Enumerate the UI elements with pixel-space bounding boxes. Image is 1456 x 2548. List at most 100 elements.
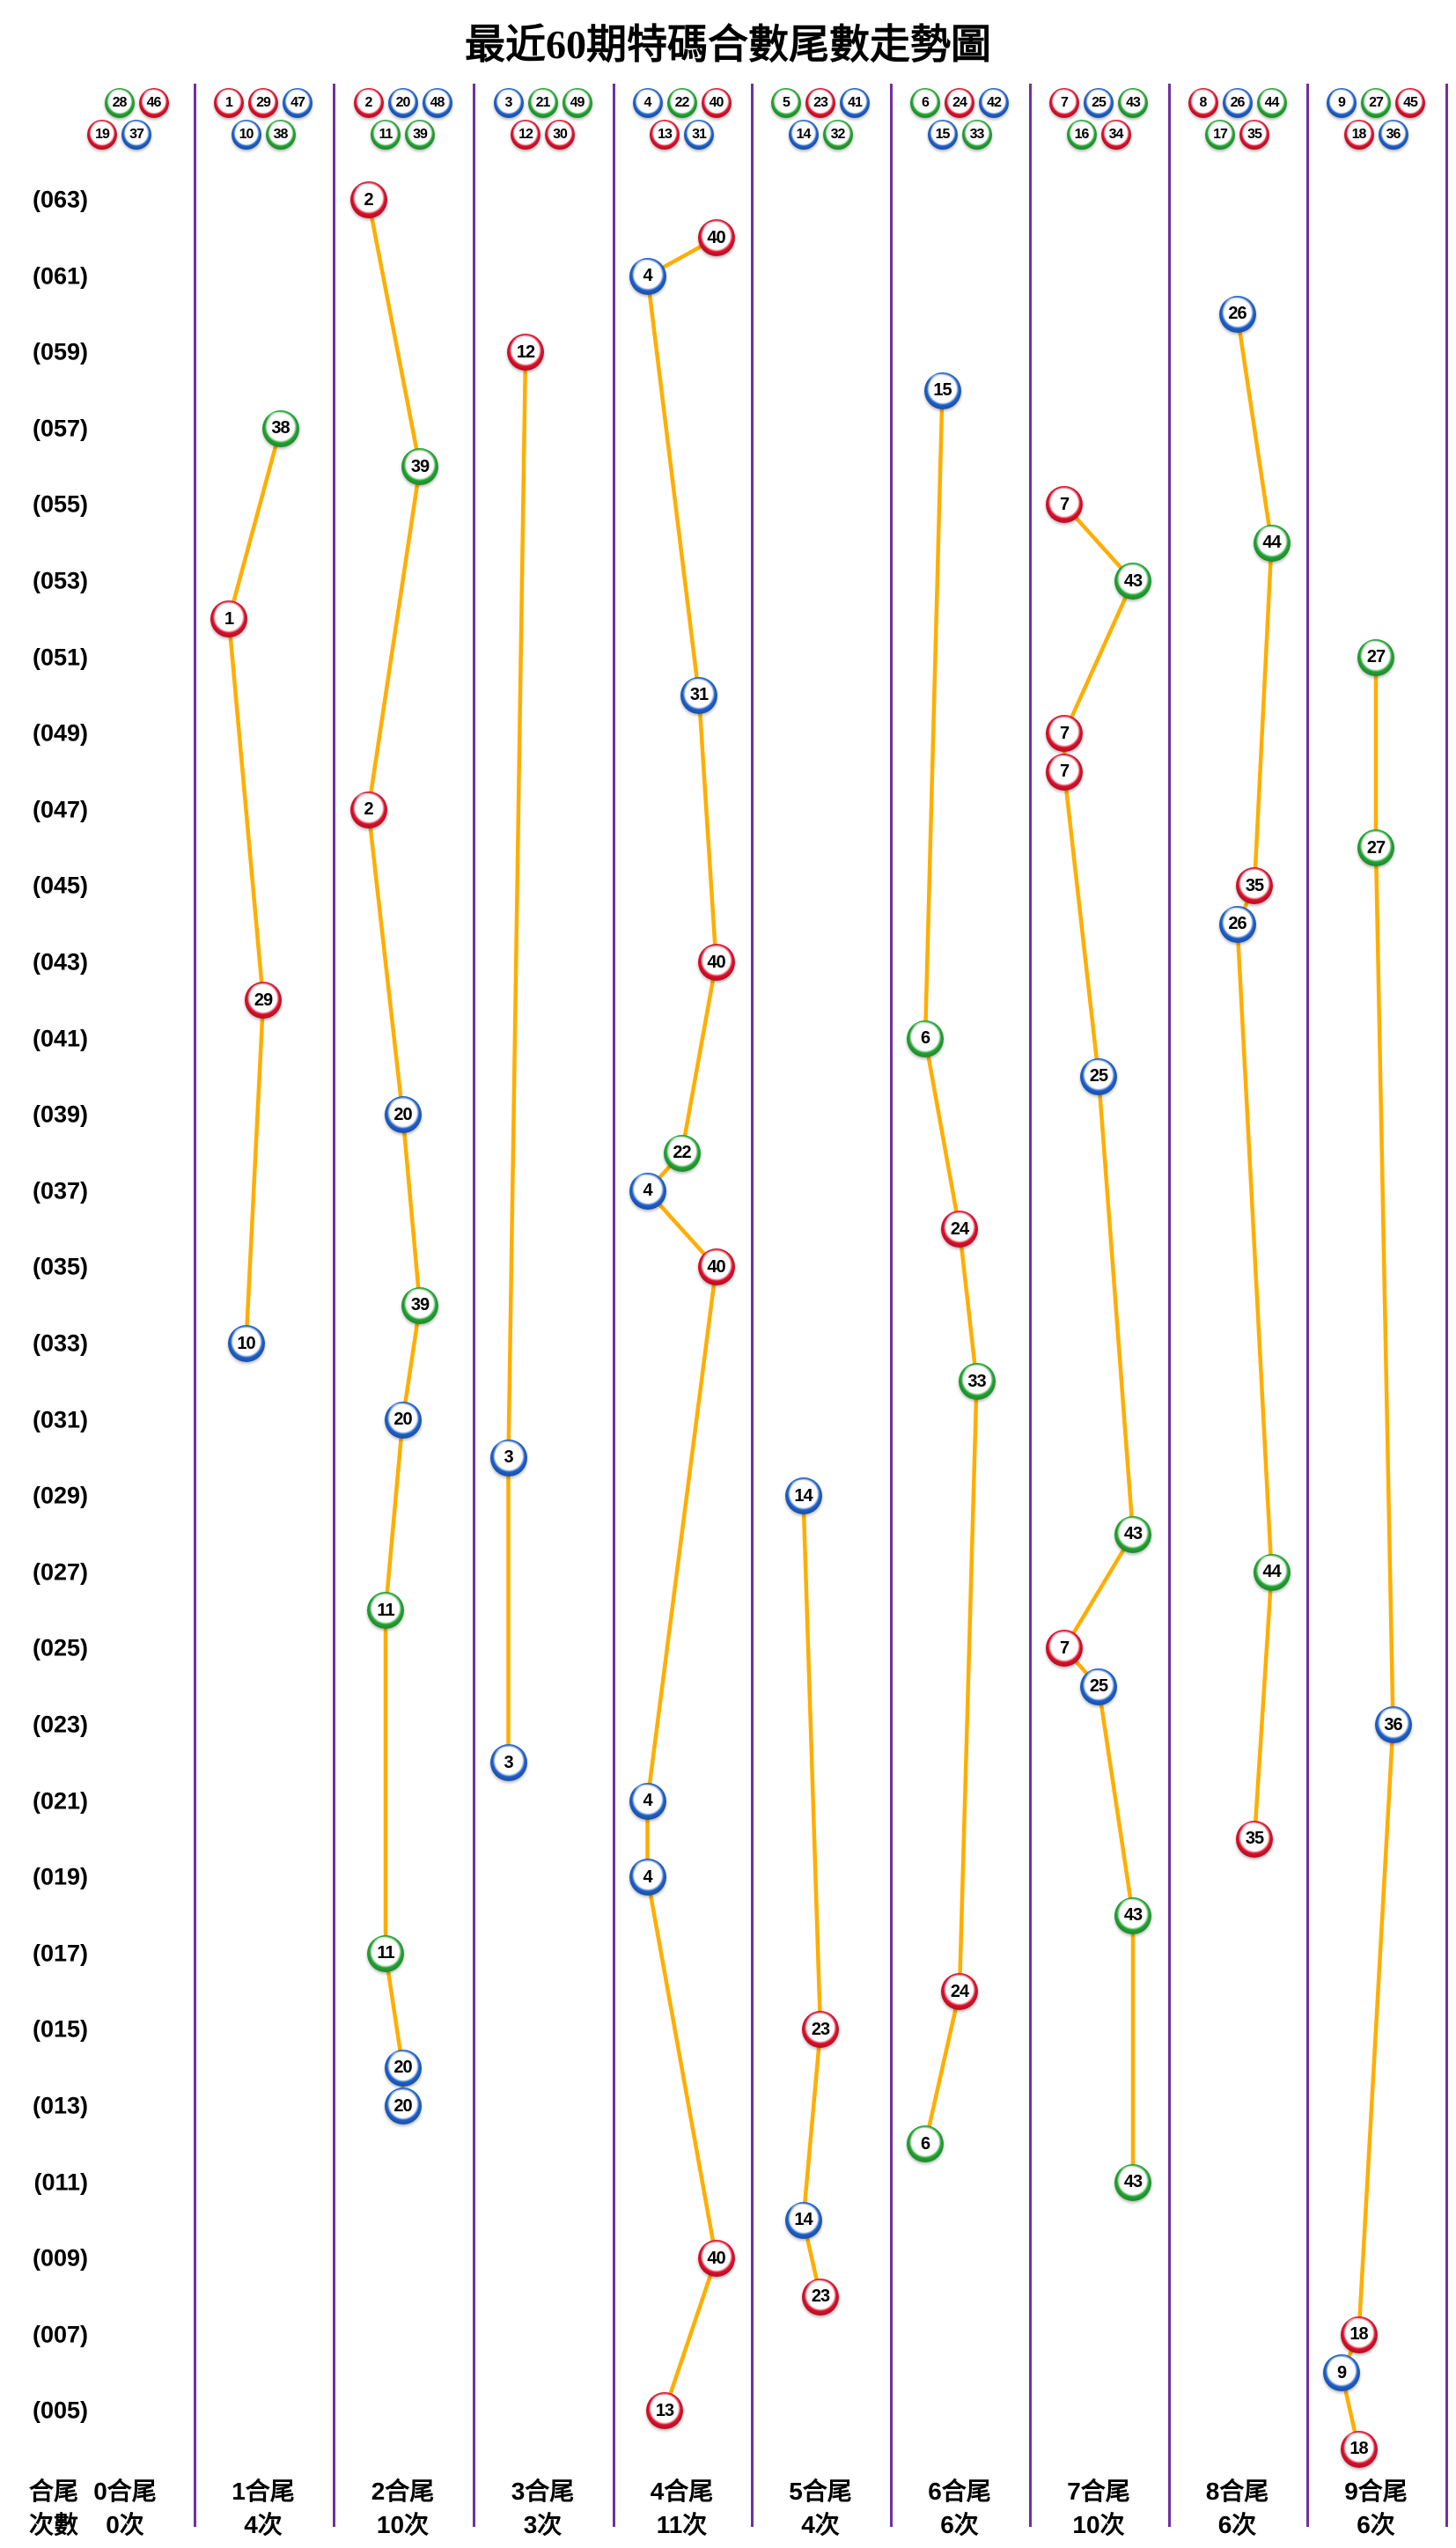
ball-number: 36 — [1384, 1714, 1402, 1734]
footer-col-label-3: 3合尾 — [511, 2478, 575, 2505]
y-axis-label: (027) — [32, 1558, 88, 1586]
ball-number: 36 — [1386, 127, 1401, 142]
chart-ball: 23 — [802, 2278, 839, 2316]
chart-ball: 20 — [384, 2088, 422, 2125]
ball-number: 4 — [643, 1791, 652, 1811]
chart-ball: 6 — [907, 2125, 944, 2163]
chart-ball: 40 — [697, 2240, 735, 2278]
chart-ball: 40 — [697, 1248, 735, 1286]
y-axis-label: (011) — [33, 2169, 88, 2196]
chart-ball: 18 — [1340, 2316, 1378, 2353]
chart-ball: 39 — [401, 448, 438, 486]
ball-number: 12 — [518, 127, 533, 142]
trend-line-tail-5 — [801, 1496, 823, 2297]
column-separator-7 — [1168, 84, 1171, 2527]
ball-number: 10 — [237, 1333, 255, 1353]
ball-number: 48 — [430, 95, 445, 110]
y-axis-label: (063) — [32, 186, 88, 213]
header-ball: 22 — [666, 88, 697, 118]
y-axis-label: (037) — [32, 1177, 88, 1204]
footer-col-count-6: 6次 — [940, 2511, 979, 2538]
ball-number: 44 — [1262, 1562, 1281, 1582]
column-separator-0 — [194, 84, 196, 2527]
footer-col-count-8: 6次 — [1217, 2511, 1257, 2538]
chart-ball: 31 — [680, 676, 717, 714]
header-ball: 9 — [1327, 88, 1357, 118]
ball-number: 3 — [504, 1447, 513, 1468]
header-ball: 41 — [840, 88, 870, 118]
header-ball: 31 — [684, 120, 714, 150]
y-axis-label: (039) — [32, 1101, 88, 1128]
chart-ball: 15 — [923, 372, 961, 409]
chart-ball: 14 — [784, 1477, 822, 1515]
ball-number: 35 — [1247, 127, 1262, 142]
ball-number: 35 — [1245, 875, 1264, 895]
chart-ball: 10 — [227, 1325, 265, 1362]
y-axis-label: (035) — [32, 1253, 88, 1280]
chart-ball: 4 — [629, 1859, 666, 1896]
ball-number: 43 — [1123, 1524, 1143, 1543]
column-separator-1 — [333, 84, 335, 2527]
ball-number: 37 — [129, 127, 144, 142]
chart-ball: 3 — [489, 1744, 527, 1782]
column-separator-2 — [473, 84, 475, 2527]
ball-number: 18 — [1349, 2439, 1368, 2459]
ball-number: 39 — [413, 127, 428, 142]
ball-number: 25 — [1089, 1676, 1108, 1697]
trend-line-tail-4 — [644, 236, 718, 2412]
chart-ball: 4 — [629, 257, 666, 295]
y-axis-label: (051) — [32, 644, 88, 671]
chart-ball: 27 — [1357, 638, 1394, 676]
chart-ball: 2 — [349, 181, 387, 218]
chart-ball: 29 — [245, 982, 282, 1020]
chart-ball: 1 — [210, 600, 247, 638]
chart-ball: 43 — [1114, 1896, 1151, 1934]
ball-number: 17 — [1213, 127, 1228, 142]
header-ball: 30 — [545, 120, 575, 150]
y-axis-label: (031) — [32, 1406, 88, 1433]
ball-number: 3 — [504, 1752, 513, 1772]
ball-number: 6 — [920, 2133, 930, 2154]
chart-ball: 3 — [489, 1439, 527, 1477]
chart-ball: 44 — [1253, 1553, 1291, 1591]
header-ball: 17 — [1205, 120, 1235, 150]
chart-ball: 35 — [1236, 867, 1273, 905]
y-axis-label: (041) — [32, 1025, 88, 1052]
ball-number: 29 — [254, 990, 273, 1010]
ball-number: 31 — [692, 127, 707, 142]
footer-col-count-0: 0次 — [106, 2511, 144, 2538]
ball-number: 15 — [935, 127, 951, 142]
ball-number: 7 — [1059, 1638, 1070, 1658]
ball-number: 18 — [1351, 127, 1367, 142]
chart-ball: 20 — [384, 1401, 422, 1439]
header-ball: 11 — [371, 120, 401, 150]
footer-col-label-5: 5合尾 — [789, 2478, 852, 2505]
footer-prefix-count: 次數 — [28, 2511, 79, 2538]
ball-number: 2 — [364, 189, 373, 210]
header-ball: 28 — [104, 88, 135, 118]
header-ball: 25 — [1084, 88, 1114, 118]
header-ball: 33 — [961, 120, 992, 150]
ball-number: 38 — [273, 127, 289, 142]
y-axis-label: (009) — [32, 2244, 88, 2272]
ball-number: 40 — [707, 227, 725, 247]
ball-number: 11 — [379, 127, 393, 142]
column-separator-8 — [1306, 84, 1309, 2527]
ball-number: 7 — [1059, 494, 1070, 514]
chart-ball: 26 — [1218, 905, 1256, 943]
y-axis-label: (025) — [32, 1634, 88, 1661]
ball-number: 2 — [364, 799, 373, 820]
chart-ball: 2 — [349, 791, 387, 828]
ball-number: 20 — [395, 95, 411, 110]
ball-number: 8 — [1199, 95, 1208, 110]
header-ball: 26 — [1222, 88, 1253, 118]
ball-number: 42 — [987, 95, 1002, 110]
chart-ball: 35 — [1236, 1820, 1273, 1858]
ball-number: 14 — [796, 127, 812, 142]
ball-number: 1 — [224, 608, 234, 629]
chart-ball: 39 — [401, 1286, 438, 1324]
y-axis-label: (059) — [32, 338, 88, 365]
header-ball: 19 — [87, 120, 117, 150]
y-axis-label: (019) — [32, 1863, 88, 1890]
trend-line-tail-1 — [226, 428, 283, 1344]
